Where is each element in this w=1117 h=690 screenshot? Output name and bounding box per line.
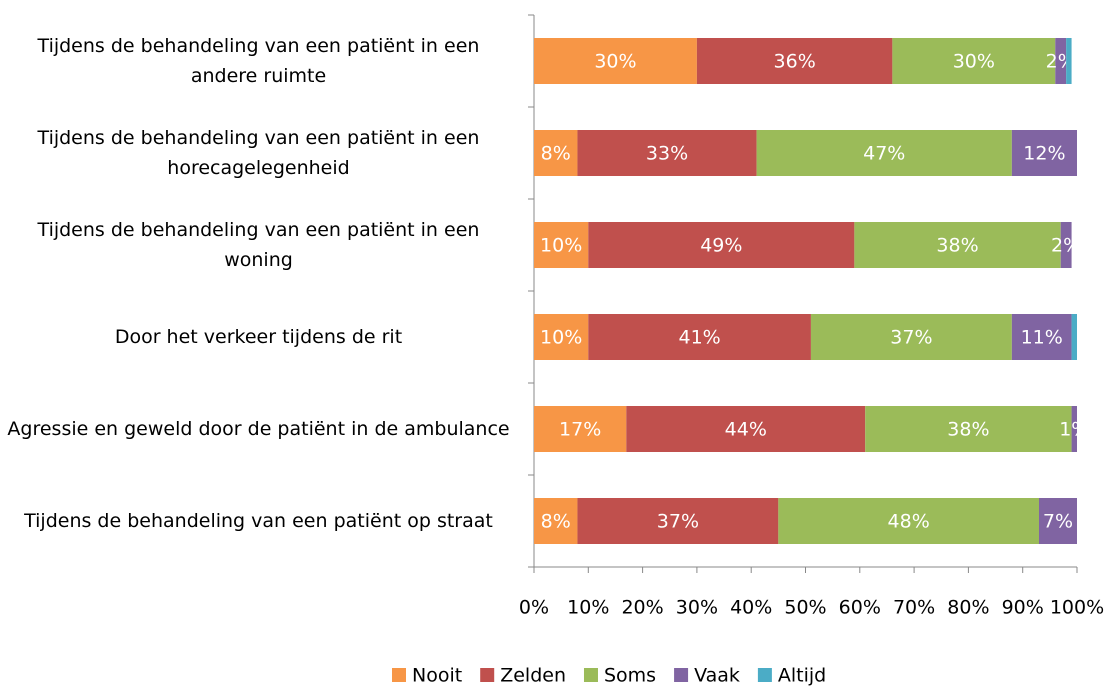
category-label: Door het verkeer tijdens de rit [114,326,403,348]
bar-segment [778,498,1039,544]
bar-segment [588,314,811,360]
data-label: 8% [541,143,571,165]
data-label: 33% [646,143,688,165]
bar-segment [756,130,1012,176]
data-label: 10% [540,327,582,349]
data-label: 36% [774,51,816,73]
bar-segment [534,314,589,360]
x-tick-label: 100% [1050,597,1104,619]
bar-segment [1011,314,1072,360]
data-label: 47% [863,143,905,165]
data-label: 1% [1059,419,1089,441]
data-label: 37% [657,511,699,533]
data-label: 11% [1021,327,1063,349]
data-label: 2% [1051,235,1081,257]
data-label: 12% [1023,143,1065,165]
x-tick-label: 0% [519,597,549,619]
bar-segment [1038,498,1077,544]
legend-swatch [583,668,598,682]
bar-segment [577,498,779,544]
category-label: Tijdens de behandeling van een patiënt i… [37,35,480,87]
legend-label: Nooit [412,665,462,687]
legend-swatch [392,668,406,682]
x-tick-label: 40% [730,597,772,619]
data-label: 38% [947,419,989,441]
category-label: Tijdens de behandeling van een patiënt o… [24,510,493,532]
x-tick-label: 30% [676,597,718,619]
data-label: 10% [540,235,582,257]
legend-swatch [480,668,495,682]
bar-segment [1055,38,1067,84]
data-label: 17% [559,419,601,441]
x-tick-label: 70% [893,597,935,619]
x-tick-label: 60% [839,597,881,619]
legend-swatch [674,668,689,682]
bar-segment [534,130,578,176]
bar-segment [865,406,1072,452]
legend-label: Vaak [694,665,740,687]
bar-segment [534,38,697,84]
bar-segment [1071,406,1077,452]
data-label: 37% [890,327,932,349]
legend-label: Altijd [778,665,826,687]
legend-label: Soms [604,665,656,687]
x-tick-label: 20% [621,597,663,619]
bar-segment [577,130,757,176]
data-label: 8% [541,511,571,533]
bar-segment [534,498,578,544]
x-tick-label: 90% [1002,597,1044,619]
bar-segment [892,38,1056,84]
data-label: 49% [700,235,742,257]
bar-segment [810,314,1012,360]
data-label: 38% [936,235,978,257]
bar-segment [588,222,855,268]
bar-segment [626,406,866,452]
legend-label: Zelden [500,665,566,687]
category-label: Tijdens de behandeling van een patiënt i… [37,127,480,179]
bar-segment [696,38,893,84]
data-label: 30% [594,51,636,73]
data-label: 48% [888,511,930,533]
bar-segment [1066,38,1072,84]
x-tick-label: 10% [567,597,609,619]
bar-segment [1011,130,1077,176]
legend-swatch [757,668,772,682]
bar-segment [1060,222,1072,268]
x-tick-label: 50% [784,597,826,619]
data-label: 30% [953,51,995,73]
data-label: 44% [725,419,767,441]
x-tick-label: 80% [947,597,989,619]
bar-segment [1071,314,1077,360]
bar-segment [854,222,1061,268]
data-label: 41% [678,327,720,349]
bar-segment [534,406,627,452]
category-label: Agressie en geweld door de patiënt in de… [7,418,510,440]
category-label: Tijdens de behandeling van een patiënt i… [37,219,480,271]
bar-segment [534,222,589,268]
data-label: 7% [1043,511,1073,533]
